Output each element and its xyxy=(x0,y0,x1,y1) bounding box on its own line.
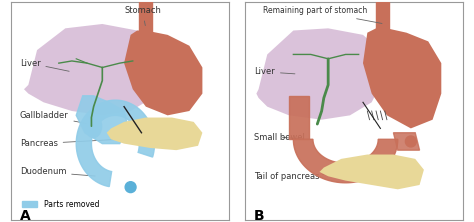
Polygon shape xyxy=(289,96,309,139)
Text: Pancreas: Pancreas xyxy=(19,139,117,148)
Text: Liver: Liver xyxy=(19,59,69,71)
Polygon shape xyxy=(76,96,128,144)
Polygon shape xyxy=(393,133,419,150)
Polygon shape xyxy=(293,139,398,183)
Ellipse shape xyxy=(85,114,102,138)
Polygon shape xyxy=(376,2,389,37)
Polygon shape xyxy=(24,24,163,115)
Text: Remaining part of stomach: Remaining part of stomach xyxy=(263,6,382,24)
Text: Stomach: Stomach xyxy=(124,6,161,26)
Text: Gallbladder: Gallbladder xyxy=(19,111,87,123)
Legend: Parts removed: Parts removed xyxy=(19,196,102,212)
Text: Liver: Liver xyxy=(254,67,295,76)
Circle shape xyxy=(125,182,136,192)
Text: Tail of pancreas: Tail of pancreas xyxy=(254,172,324,181)
Text: Small bowel: Small bowel xyxy=(254,133,305,142)
Text: B: B xyxy=(254,209,265,222)
Polygon shape xyxy=(363,28,441,128)
Polygon shape xyxy=(319,155,424,189)
Circle shape xyxy=(405,136,416,147)
Text: Duodenum: Duodenum xyxy=(19,167,95,176)
Text: A: A xyxy=(19,209,30,222)
Polygon shape xyxy=(256,28,385,120)
Polygon shape xyxy=(107,117,202,150)
Polygon shape xyxy=(139,2,152,41)
Polygon shape xyxy=(76,100,155,187)
Polygon shape xyxy=(124,30,202,115)
